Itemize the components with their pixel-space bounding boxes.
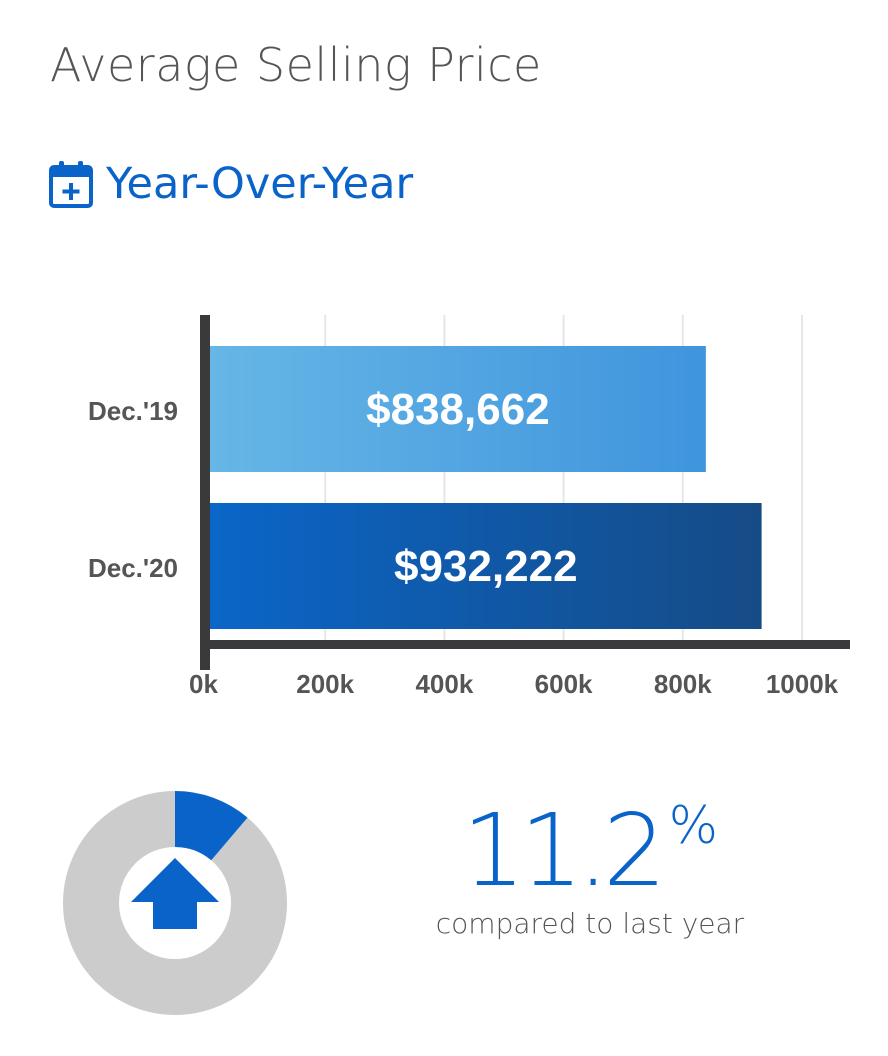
- arrow-up-icon: [131, 858, 219, 929]
- calendar-plus-icon: [49, 161, 93, 208]
- percent-change-value: 11.2: [461, 792, 667, 909]
- percent-sign: %: [668, 796, 719, 856]
- x-tick-label: 800k: [654, 669, 712, 699]
- bar-value-label: $838,662: [366, 385, 550, 434]
- donut-chart: [63, 791, 287, 1015]
- bar: [210, 503, 762, 629]
- x-tick-label: 200k: [296, 669, 354, 699]
- category-label: Dec.'20: [88, 553, 178, 583]
- subtitle-row: Year-Over-Year: [48, 158, 413, 210]
- percent-change: 11.2 %: [462, 795, 718, 907]
- page-title: Average Selling Price: [50, 38, 542, 92]
- category-label: Dec.'19: [88, 396, 178, 426]
- bar-chart: $838,662 Dec.'19 $932,222 Dec.'20 0k 200k 400k…: [88, 315, 850, 699]
- bar: [210, 346, 706, 472]
- x-tick-label: 600k: [535, 669, 593, 699]
- bars: [210, 346, 762, 629]
- percent-change-caption: compared to last year: [435, 907, 745, 940]
- axes: [200, 315, 850, 670]
- donut-fill: [175, 791, 248, 861]
- x-axis-line: [200, 640, 850, 649]
- labels: $838,662 Dec.'19 $932,222 Dec.'20 0k 200k 400k…: [88, 385, 839, 699]
- x-tick-label: 1000k: [766, 669, 839, 699]
- percent-change-block: 11.2 % compared to last year: [400, 795, 780, 941]
- x-tick-label: 400k: [415, 669, 473, 699]
- chart-subtitle: Year-Over-Year: [106, 159, 414, 209]
- bar-value-label: $932,222: [394, 542, 578, 591]
- y-axis-line: [200, 315, 210, 670]
- x-tick-label: 0k: [189, 669, 218, 699]
- change-donut: [62, 790, 288, 1016]
